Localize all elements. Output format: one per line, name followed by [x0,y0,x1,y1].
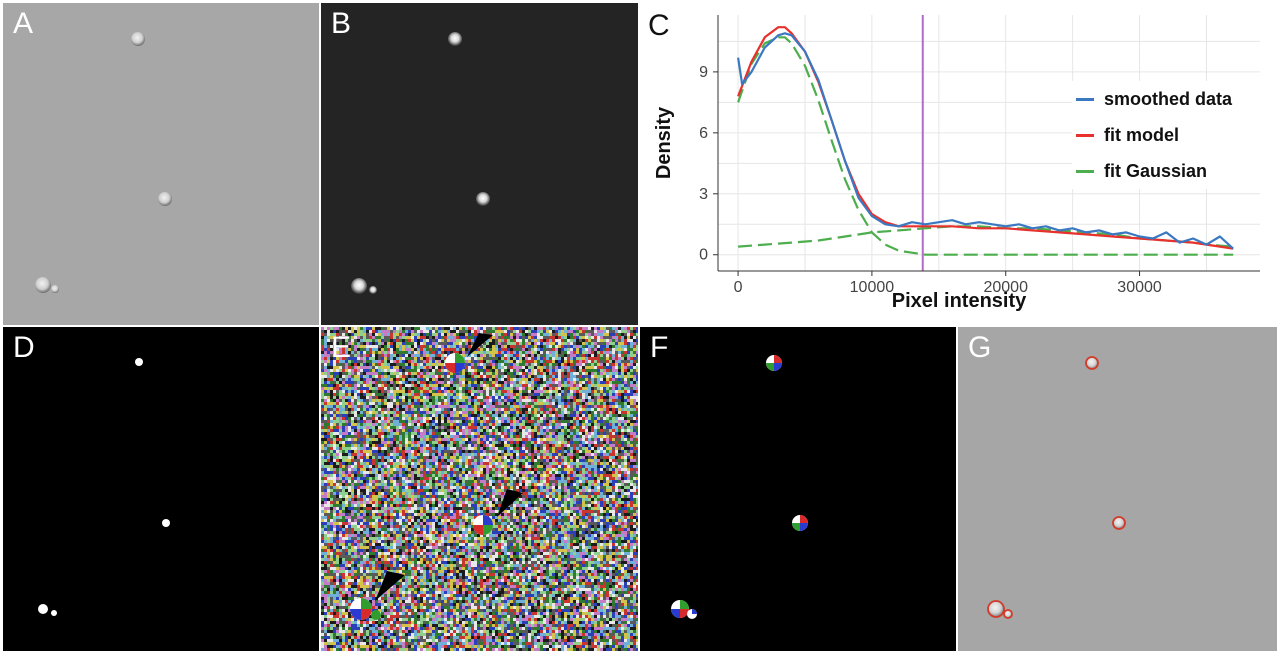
panel-label-b: B [331,7,352,40]
panel-g-image [987,356,1126,619]
x-axis-title: Pixel intensity [892,290,1027,312]
y-tick-label: 6 [699,125,708,142]
legend-item-fit-gaussian: fit Gaussian [1072,153,1272,189]
cell-g-2 [1112,516,1126,530]
legend-label-fit-gaussian: fit Gaussian [1104,161,1208,181]
x-tick-label: 30000 [1117,279,1162,296]
panel-b-filtered-image: B [321,3,638,325]
cell-b-2 [476,192,490,206]
segment-f-2 [792,515,808,531]
panel-e-noise-labels: E [321,327,638,651]
panel-f-image [671,355,808,619]
panel-label-g: G [968,331,992,364]
x-tick-label: 0 [734,279,743,296]
y-tick-label: 3 [699,186,708,203]
cell-g-3 [987,600,1005,618]
mask-d-4 [51,610,57,616]
segment-f-1 [766,355,782,371]
x-tick-label: 20000 [983,279,1028,296]
labelled-object-3 [350,598,381,620]
cell-g-4 [1003,609,1013,619]
cell-a-4 [51,285,59,293]
legend-item-fit-model: fit model [1072,117,1272,153]
arrowhead-2 [497,489,523,517]
panel-label-f: F [650,331,669,364]
y-tick-label: 0 [699,247,708,264]
segment-f-3 [671,600,697,619]
panel-label-d: D [13,331,35,364]
panel-b-image [351,32,490,294]
series-line-0 [737,32,1234,250]
panel-g-contour-overlay: G [958,327,1277,651]
labelled-object-2 [473,515,493,535]
panel-e-image [321,327,638,651]
cell-g-1 [1085,356,1099,370]
cell-a-1 [131,32,145,46]
labelled-object-1 [445,353,465,373]
series-line-2 [737,36,1234,256]
cell-a-3 [35,277,51,293]
arrowhead-1 [467,333,493,357]
legend-swatch-smoothed [1076,98,1094,101]
legend-label-fit-model: fit model [1104,125,1179,145]
panel-label-a: A [13,7,34,40]
legend-swatch-fit-model [1076,134,1094,137]
mask-d-3 [38,604,48,614]
panel-f-segmented-objects: F [640,327,956,651]
mask-d-1 [135,358,143,366]
panel-a-image [35,32,172,293]
cell-b-4 [369,286,377,294]
legend-label-smoothed: smoothed data [1104,89,1233,109]
legend-item-smoothed: smoothed data [1072,81,1272,117]
arrowhead-3 [375,571,405,601]
y-axis-title: Density [653,106,675,179]
cell-b-1 [448,32,462,46]
x-tick-label: 10000 [850,279,895,296]
cell-a-2 [158,192,172,206]
panel-d-binary-mask: D [3,327,319,651]
panel-a-raw-image: A [3,3,319,325]
chart-axes [717,15,1260,272]
panel-label-c: C [648,9,670,42]
mask-d-2 [162,519,170,527]
series-line-1 [737,26,1234,250]
legend-swatch-fit-gaussian [1076,170,1094,173]
chart-ticks: 0 10000 20000 30000 0 3 6 9 [699,64,1162,296]
noise-field [321,327,638,651]
panel-label-e: E [331,331,352,364]
panel-d-image [38,358,170,616]
chart-legend: smoothed data fit model fit Gaussian [1072,81,1272,189]
chart-series [737,26,1234,256]
y-tick-label: 9 [699,64,708,81]
cell-b-3 [351,278,367,294]
panel-c-density-chart: 0 10000 20000 30000 0 3 6 9 Pixel intensity Den… [640,3,1277,325]
